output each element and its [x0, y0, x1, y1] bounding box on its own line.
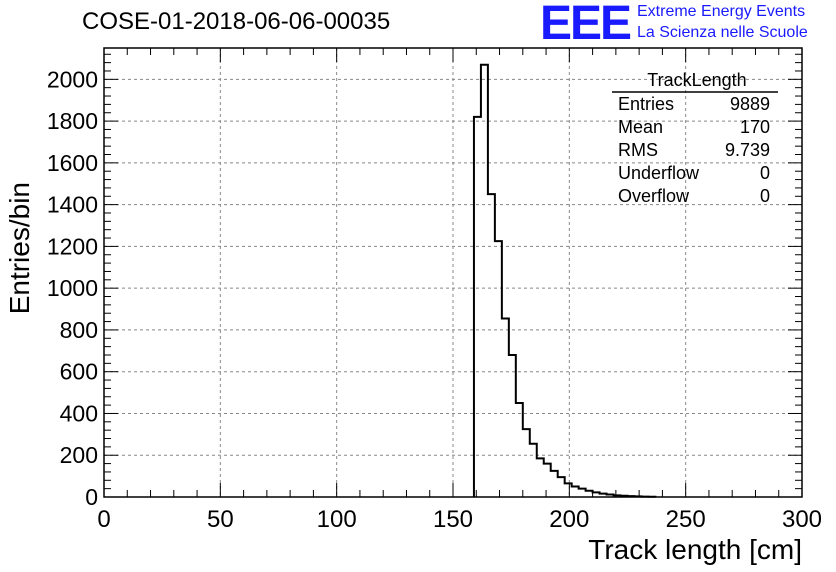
stats-row-value: 9.739	[725, 140, 770, 160]
histogram-bin	[565, 483, 572, 497]
histogram-bin	[586, 491, 593, 497]
stats-row-value: 9889	[730, 94, 770, 114]
logo-subtitle-1: Extreme Energy Events	[637, 3, 806, 20]
histogram-bin	[537, 458, 544, 497]
y-tick-label: 2000	[47, 66, 98, 92]
stats-row-value: 0	[760, 163, 770, 183]
stats-row-label: Mean	[618, 117, 663, 137]
stats-row-value: 170	[740, 117, 770, 137]
y-tick-label: 1000	[47, 275, 98, 301]
histogram-bin	[530, 444, 537, 497]
eee-logo: EEE	[540, 0, 632, 50]
x-tick-label: 250	[666, 506, 706, 533]
histogram-bin	[579, 489, 586, 497]
y-tick-label: 600	[60, 359, 98, 385]
histogram-bin	[481, 65, 488, 497]
histogram-bin	[516, 403, 523, 497]
histogram-bin	[502, 318, 509, 497]
histogram-bin	[551, 471, 558, 497]
x-tick-label: 0	[97, 506, 110, 533]
logo-subtitle-2: La Scienza nelle Scuole	[637, 24, 808, 41]
y-tick-label: 1600	[47, 150, 98, 176]
stats-row-label: Underflow	[618, 163, 700, 183]
x-tick-label: 50	[207, 506, 234, 533]
histogram-bin	[495, 241, 502, 497]
stats-row-label: RMS	[618, 140, 658, 160]
y-tick-label: 200	[60, 442, 98, 468]
histogram-bin	[558, 477, 565, 497]
histogram-bin	[474, 117, 481, 497]
y-tick-label: 1400	[47, 192, 98, 218]
stats-box-title: TrackLength	[647, 70, 746, 90]
stats-row-label: Entries	[618, 94, 674, 114]
histogram-bin	[572, 487, 579, 497]
x-tick-label: 300	[782, 506, 822, 533]
histogram-bin	[544, 464, 551, 497]
histogram-bin	[523, 429, 530, 497]
chart-title: COSE-01-2018-06-06-00035	[82, 8, 391, 35]
x-tick-label: 100	[317, 506, 357, 533]
x-tick-label: 200	[549, 506, 589, 533]
y-tick-label: 1800	[47, 108, 98, 134]
stats-row-label: Overflow	[618, 186, 690, 206]
y-tick-label: 800	[60, 317, 98, 343]
x-axis-label: Track length [cm]	[588, 534, 802, 565]
y-tick-label: 0	[85, 484, 98, 510]
stats-row-value: 0	[760, 186, 770, 206]
y-tick-label: 1200	[47, 233, 98, 259]
histogram-bin	[509, 355, 516, 497]
y-tick-label: 400	[60, 400, 98, 426]
x-tick-label: 150	[433, 506, 473, 533]
histogram-bin	[488, 194, 495, 497]
histogram-series	[472, 63, 657, 498]
